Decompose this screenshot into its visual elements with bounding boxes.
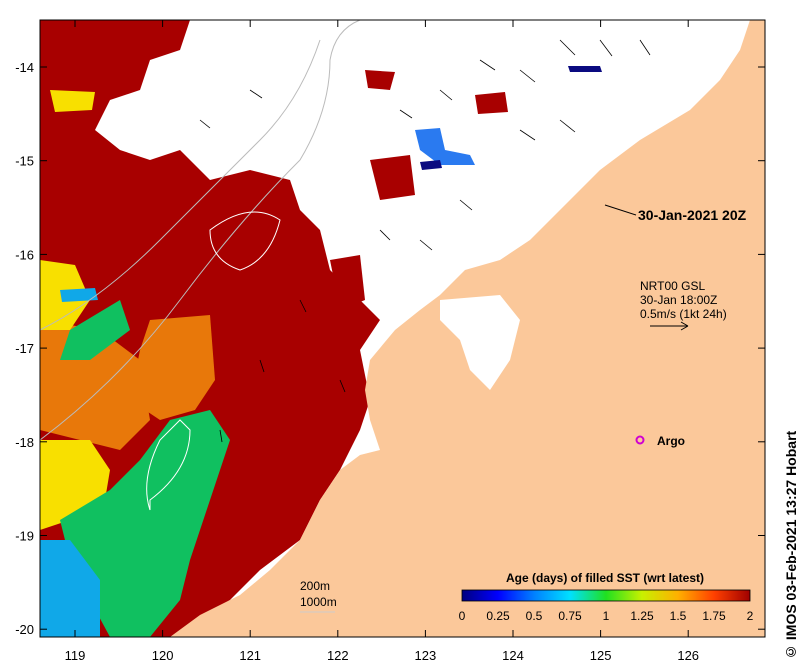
lat-tick-label: -15 [15, 154, 34, 169]
colorbar-tick-label: 0.25 [486, 609, 510, 623]
colorbar: Age (days) of filled SST (wrt latest) 0 0… [459, 571, 754, 623]
lon-tick-label: 124 [502, 648, 524, 663]
argo-marker [635, 435, 645, 445]
bathymetry-contours [39, 19, 361, 511]
coastal-bay [440, 295, 520, 390]
lon-tick-label: 119 [65, 648, 86, 663]
sst-region-old [365, 70, 395, 90]
sst-region-old [475, 92, 508, 114]
sst-region-old [370, 155, 415, 200]
sst-region-navy [568, 66, 602, 72]
sst-region-orange [130, 315, 215, 420]
current-time-label: 30-Jan 18:00Z [640, 293, 717, 307]
latitude-axis: -14 -15 -16 -17 -18 -19 -20 [15, 60, 765, 637]
colorbar-tick-label: 0 [459, 609, 466, 623]
timestamp-pointer [604, 204, 637, 216]
lat-tick-label: -18 [15, 435, 34, 450]
argo-label: Argo [657, 434, 685, 448]
colorbar-tick-label: 1.5 [670, 609, 687, 623]
depth-1000-label: 1000m [300, 595, 337, 609]
sst-region-blue [415, 128, 475, 165]
colorbar-tick-label: 1.25 [630, 609, 654, 623]
lat-tick-label: -20 [15, 622, 34, 637]
sst-region-green [60, 300, 130, 360]
sst-region-cyan [40, 540, 100, 637]
lon-tick-label: 126 [677, 648, 699, 663]
longitude-axis: 119 120 121 122 123 124 125 126 [65, 20, 699, 663]
sst-region-yellow [40, 440, 110, 530]
lat-tick-label: -17 [15, 341, 34, 356]
sst-region-cyan [60, 288, 98, 302]
current-arrows [199, 39, 651, 443]
sst-region-old [330, 255, 365, 310]
lat-tick-label: -14 [15, 60, 34, 75]
lon-tick-label: 122 [327, 648, 349, 663]
sst-region-navy [420, 160, 442, 170]
colorbar-tick-label: 1.75 [702, 609, 726, 623]
colorbar-tick-label: 1 [603, 609, 610, 623]
colorbar-tick-label: 0.75 [558, 609, 582, 623]
lat-tick-label: -19 [15, 529, 34, 544]
lat-tick-label: -16 [15, 247, 34, 262]
current-scale-label: 0.5m/s (1kt 24h) [640, 307, 727, 321]
sst-layer [40, 20, 602, 637]
lon-tick-label: 125 [590, 648, 612, 663]
lon-tick-label: 121 [239, 648, 261, 663]
current-scale-arrowhead [680, 321, 689, 331]
sst-region-yellow [50, 90, 95, 112]
lon-tick-label: 123 [415, 648, 437, 663]
current-product-label: NRT00 GSL [640, 279, 705, 293]
sst-region-green [60, 410, 230, 637]
colorbar-gradient [461, 589, 751, 602]
sst-region-old [40, 30, 70, 100]
credit-label: © IMOS 03-Feb-2021 13:27 Hobart [783, 430, 799, 660]
colorbar-tick-label: 2 [747, 609, 754, 623]
colorbar-tick-label: 0.5 [526, 609, 543, 623]
colorbar-title: Age (days) of filled SST (wrt latest) [506, 571, 704, 585]
depth-200-label: 200m [300, 579, 330, 593]
timestamp-label: 30-Jan-2021 20Z [638, 207, 747, 223]
plot-border [39, 19, 766, 638]
lon-tick-label: 120 [152, 648, 174, 663]
